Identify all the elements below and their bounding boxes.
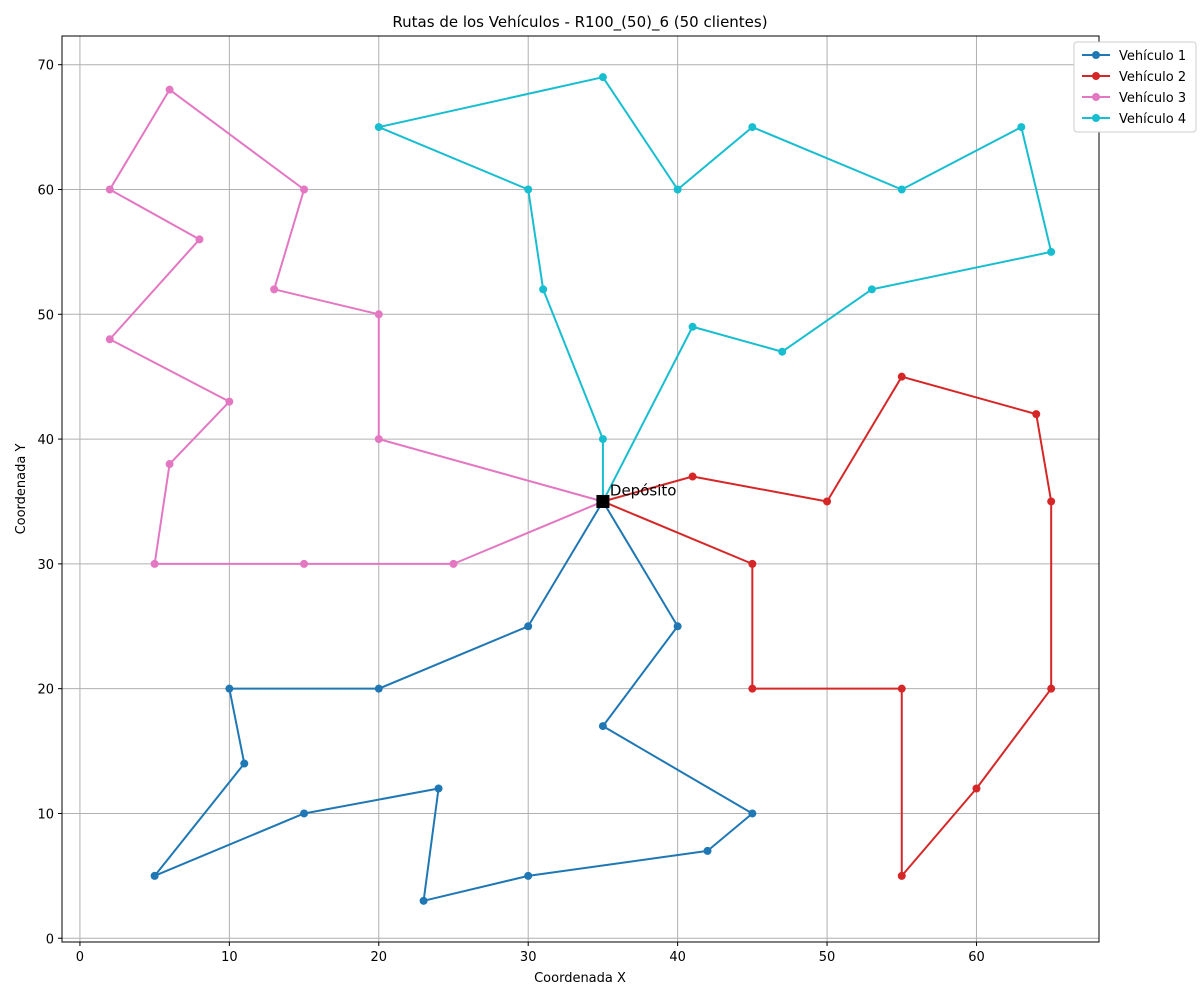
vehiculo-2-point (1032, 410, 1041, 419)
y-tick-label: 20 (37, 683, 54, 698)
plot-area: Depósito (105, 73, 1056, 905)
y-axis-title: Coordenada Y (14, 444, 29, 535)
legend-entry-label: Vehículo 1 (1119, 49, 1186, 64)
vehiculo-4-point (1017, 123, 1026, 132)
y-tick-label: 50 (37, 308, 54, 323)
vehiculo-4-point (598, 73, 607, 82)
vehiculo-4-route-line (377, 76, 1053, 502)
vehiculo-1-point (300, 809, 309, 818)
vehiculo-2-point (1047, 684, 1056, 693)
vehiculo-1-point (434, 784, 443, 793)
legend-entry-label: Vehículo 3 (1119, 91, 1186, 106)
vehiculo-1-point (703, 846, 712, 855)
vehiculo-2-point (1047, 497, 1056, 506)
y-tick-label: 30 (37, 558, 54, 573)
y-tick-label: 40 (37, 433, 54, 448)
legend-entry-label: Vehículo 4 (1119, 112, 1186, 127)
vehiculo-4-point (748, 123, 757, 132)
y-tick-label: 60 (37, 183, 54, 198)
legend-swatch-marker (1092, 93, 1100, 101)
legend-swatch-marker (1092, 72, 1100, 80)
axis-ticks: 0 10 20 30 40 50 60 0 10 20 30 40 50 60 70 (37, 59, 984, 965)
vehiculo-4-point (539, 285, 548, 294)
vehiculo-2-point (748, 559, 757, 568)
vehiculo-3-point (300, 185, 309, 194)
vehiculo-3-point (449, 559, 458, 568)
x-tick-label: 60 (968, 950, 985, 965)
vehiculo-2-point (897, 684, 906, 693)
vehiculo-4-point (598, 435, 607, 444)
legend-swatch-marker (1092, 114, 1100, 122)
vehiculo-1-point (748, 809, 757, 818)
vehiculo-3-point (105, 335, 114, 344)
vehiculo-4-point (897, 185, 906, 194)
vehiculo-1-point (419, 896, 428, 905)
y-tick-label: 10 (37, 807, 54, 822)
vehiculo-1-series (150, 497, 757, 905)
vehiculo-3-point (165, 85, 174, 94)
vehiculo-4-point (688, 322, 697, 331)
vehiculo-2-point (897, 871, 906, 880)
vehiculo-2-series (598, 372, 1056, 880)
axes-frame (61, 35, 1100, 943)
vehiculo-2-point (972, 784, 981, 793)
vehiculo-3-point (150, 559, 159, 568)
legend-entry-label: Vehículo 2 (1119, 70, 1186, 85)
legend-swatch-marker (1092, 51, 1100, 59)
vehiculo-4-series (374, 73, 1056, 506)
vehiculo-1-point (598, 722, 607, 731)
x-axis-title: Coordenada X (534, 971, 626, 986)
vehiculo-3-point (270, 285, 279, 294)
vehiculo-2-point (748, 684, 757, 693)
x-tick-label: 30 (520, 950, 537, 965)
vehiculo-1-point (524, 871, 533, 880)
x-tick-label: 10 (221, 950, 238, 965)
vehiculo-2-point (688, 472, 697, 481)
vehiculo-4-point (524, 185, 533, 194)
x-tick-label: 20 (371, 950, 388, 965)
vehiculo-2-point (897, 372, 906, 381)
vehiculo-1-point (673, 622, 682, 631)
chart-title: Rutas de los Vehículos - R100_(50)_6 (50… (392, 13, 767, 32)
grid-lines (62, 36, 1099, 942)
x-tick-label: 40 (669, 950, 686, 965)
vehiculo-3-point (195, 235, 204, 244)
vehiculo-3-point (374, 435, 383, 444)
vehiculo-1-point (150, 871, 159, 880)
legend: Vehículo 1 Vehículo 2 Vehículo 3 Vehículo 4 (1073, 41, 1197, 133)
vehiculo-4-point (374, 123, 383, 132)
vehiculo-4-point (673, 185, 682, 194)
vehiculo-4-point (867, 285, 876, 294)
vehiculo-4-point (1047, 247, 1056, 256)
vehiculo-3-route-line (108, 88, 604, 565)
vehiculo-3-point (225, 397, 234, 406)
vehiculo-3-point (165, 460, 174, 469)
vehiculo-2-point (823, 497, 832, 506)
vehiculo-3-series (105, 85, 607, 568)
vehiculo-1-point (225, 684, 234, 693)
depot-marker (596, 494, 610, 508)
vehiculo-4-point (778, 347, 787, 356)
x-tick-label: 0 (76, 950, 84, 965)
y-tick-label: 0 (46, 932, 54, 947)
depot-label: Depósito (610, 481, 677, 499)
vehiculo-3-point (374, 310, 383, 319)
vehiculo-1-point (374, 684, 383, 693)
x-tick-label: 50 (819, 950, 836, 965)
vehiculo-1-point (524, 622, 533, 631)
legend-box (1073, 41, 1197, 133)
vehiculo-3-point (300, 559, 309, 568)
vehiculo-3-point (105, 185, 114, 194)
y-tick-label: 70 (37, 59, 54, 74)
vehiculo-1-point (240, 759, 249, 768)
